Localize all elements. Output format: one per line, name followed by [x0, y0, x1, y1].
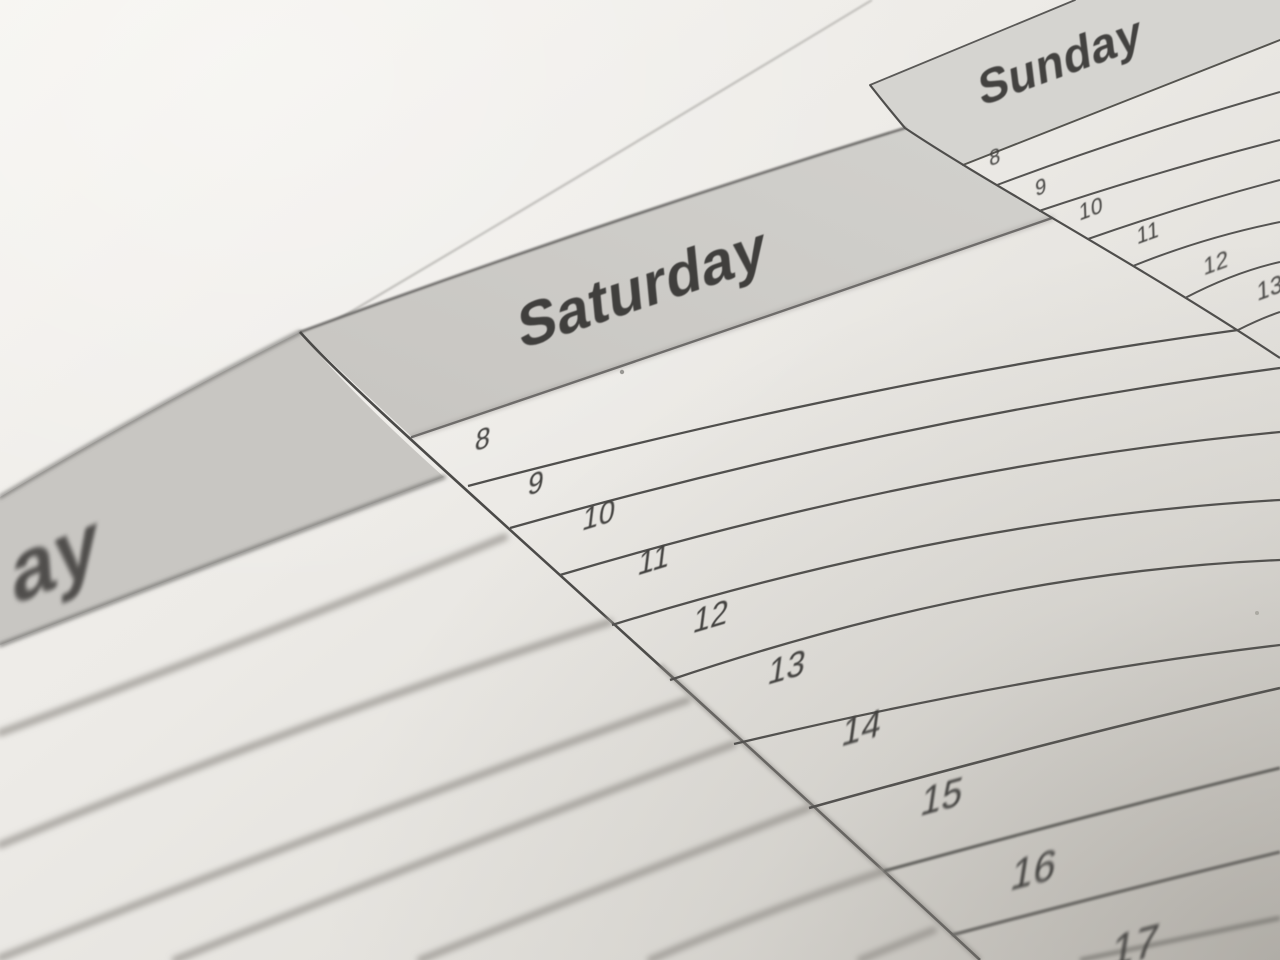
sunday-hour-8: 8 [988, 143, 1002, 172]
sunday-hour-9: 9 [1034, 173, 1048, 202]
